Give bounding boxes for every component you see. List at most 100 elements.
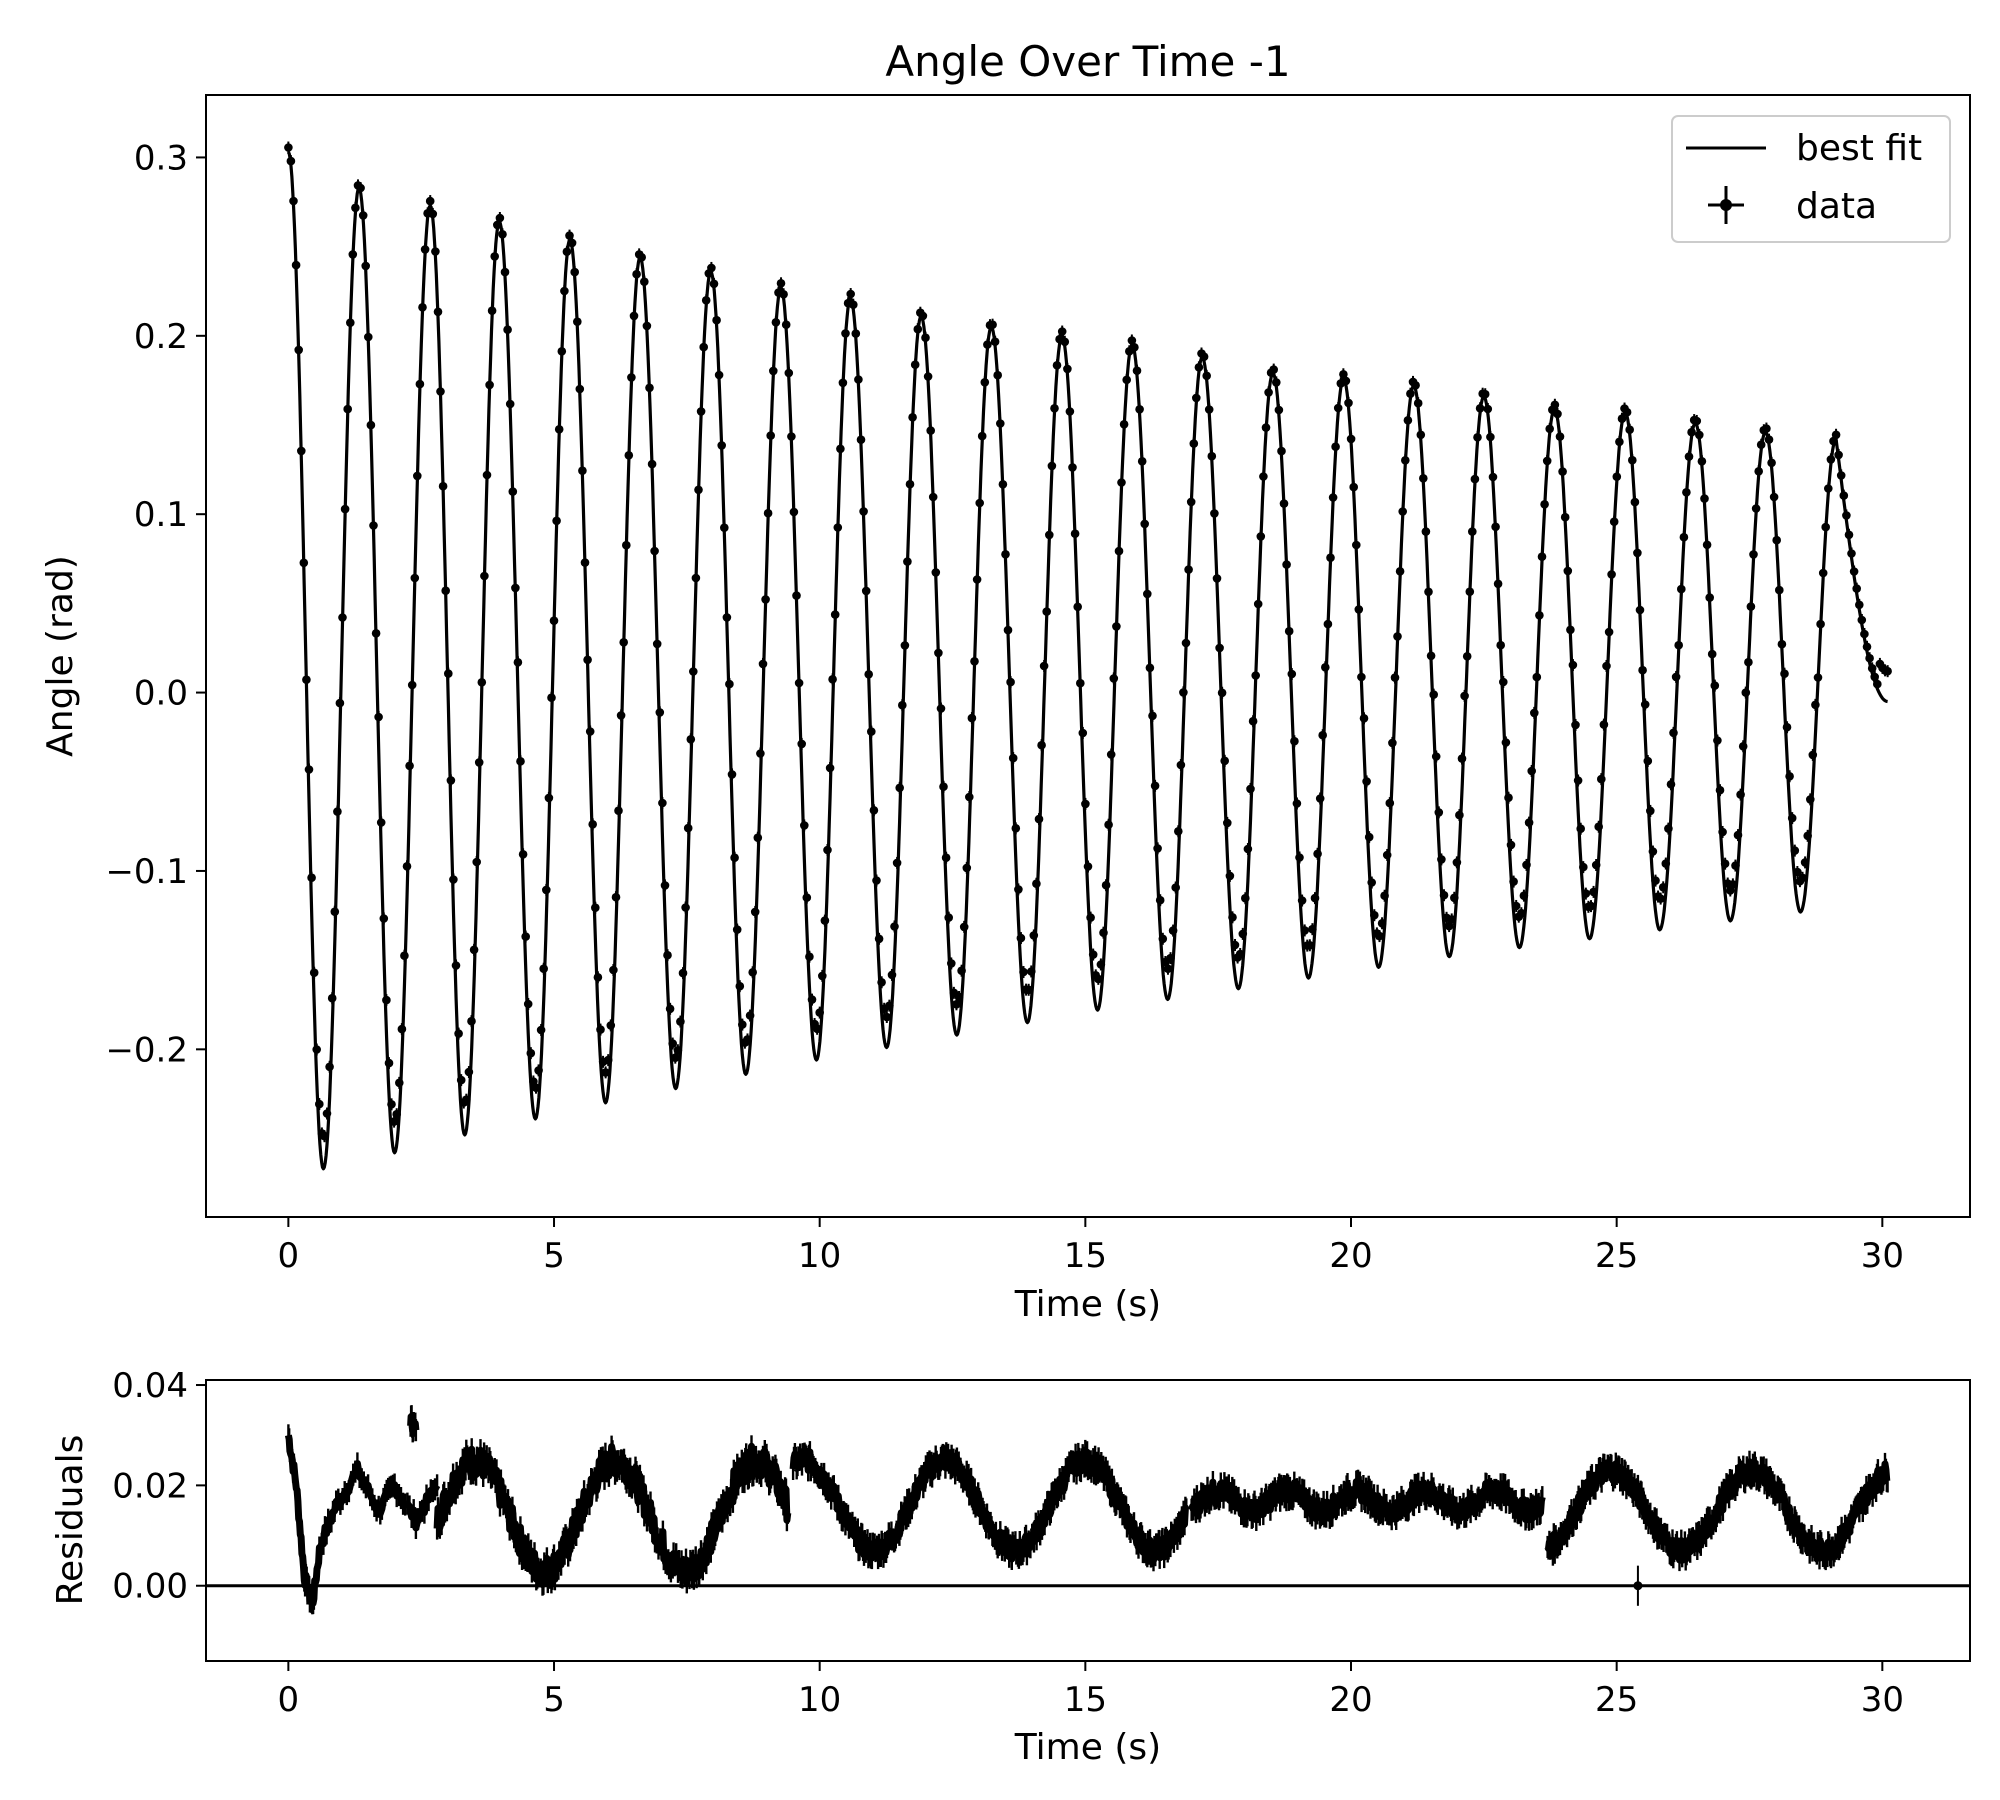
- data-point: [1563, 566, 1573, 576]
- data-point: [521, 932, 530, 941]
- data-point: [1684, 452, 1694, 461]
- data-point: [392, 1109, 402, 1119]
- data-point: [1560, 512, 1570, 522]
- data-point: [482, 470, 492, 480]
- data-point: [1246, 784, 1255, 794]
- data-point: [591, 903, 600, 912]
- data-point: [400, 951, 409, 960]
- data-point: [1470, 474, 1480, 484]
- data-point: [441, 586, 451, 595]
- data-point: [1697, 457, 1707, 466]
- data-point: [333, 807, 342, 816]
- data-point: [1862, 642, 1872, 652]
- data-point: [1114, 546, 1124, 556]
- data-point: [444, 669, 453, 678]
- data-point: [1008, 753, 1018, 763]
- data-point: [547, 693, 556, 702]
- data-point: [1388, 738, 1397, 748]
- data-point: [1042, 607, 1051, 616]
- data-point: [462, 1095, 471, 1104]
- data-point: [340, 504, 350, 514]
- data-point: [658, 798, 667, 808]
- data-point: [410, 573, 420, 583]
- data-point: [1447, 915, 1456, 924]
- data-point: [1171, 883, 1180, 892]
- main-y-tick-label: −0.2: [105, 1030, 188, 1070]
- data-point: [1754, 467, 1763, 476]
- data-point: [1457, 754, 1467, 763]
- data-point: [1558, 467, 1567, 476]
- data-point: [1256, 532, 1266, 541]
- data-point: [570, 267, 579, 277]
- data-point: [1496, 640, 1505, 650]
- residuals-x-tick-label: 5: [543, 1680, 565, 1720]
- main-ticks: 0 5 10 15 20 25 30 −0.2 −0.1 0.0 0.1 0.2 0.3: [105, 138, 1904, 1276]
- data-point: [495, 213, 505, 223]
- residual-outlier-point: [1633, 1581, 1643, 1591]
- data-point: [1537, 552, 1547, 561]
- data-point: [1047, 461, 1057, 471]
- data-point: [343, 404, 353, 414]
- data-point: [511, 583, 520, 593]
- data-point: [1354, 605, 1364, 614]
- data-point: [1060, 337, 1070, 347]
- data-point: [717, 441, 726, 450]
- data-point: [1782, 722, 1792, 732]
- data-point: [1068, 463, 1077, 472]
- data-point: [1622, 407, 1632, 417]
- data-point: [297, 446, 306, 456]
- data-point: [1148, 711, 1157, 721]
- data-point: [1318, 730, 1327, 740]
- data-point: [619, 638, 628, 647]
- data-point: [309, 968, 319, 977]
- data-point: [366, 420, 376, 430]
- data-point: [1669, 728, 1678, 738]
- data-point: [998, 480, 1008, 489]
- data-point: [1357, 672, 1366, 682]
- data-point: [1462, 652, 1472, 661]
- data-point: [1579, 862, 1588, 872]
- data-point: [1163, 964, 1173, 973]
- data-point: [1323, 619, 1333, 629]
- data-point: [425, 196, 435, 206]
- data-point: [1746, 602, 1756, 611]
- data-point: [402, 862, 412, 871]
- data-point: [1029, 931, 1039, 940]
- data-point: [1695, 430, 1704, 440]
- data-point: [1599, 720, 1609, 729]
- data-point: [918, 311, 928, 321]
- data-point: [1589, 887, 1598, 897]
- data-point: [325, 1062, 334, 1072]
- data-point: [1313, 849, 1322, 859]
- data-point: [691, 573, 701, 583]
- data-point: [1800, 858, 1810, 867]
- main-x-tick-label: 10: [798, 1236, 841, 1276]
- data-point: [518, 850, 528, 859]
- data-point: [1150, 781, 1160, 791]
- data-point: [1501, 738, 1511, 747]
- data-point: [446, 776, 456, 785]
- data-point: [624, 451, 634, 460]
- data-point: [720, 523, 729, 532]
- data-point: [833, 523, 843, 532]
- data-point: [1179, 688, 1188, 697]
- data-point: [1137, 457, 1147, 466]
- data-point: [823, 845, 832, 855]
- data-point: [1295, 853, 1304, 862]
- data-point: [1395, 567, 1405, 576]
- data-point: [1321, 663, 1330, 672]
- data-point: [652, 639, 662, 649]
- data-point: [830, 610, 840, 619]
- data-point: [789, 507, 799, 517]
- data-point: [861, 586, 871, 596]
- data-point: [1016, 933, 1026, 943]
- data-point: [1406, 389, 1415, 399]
- data-point: [970, 657, 979, 666]
- data-point: [941, 853, 951, 862]
- data-point: [849, 300, 858, 310]
- data-point: [1076, 678, 1085, 688]
- data-point: [1439, 890, 1449, 900]
- data-point: [730, 853, 739, 862]
- data-point: [534, 1066, 543, 1075]
- data-point: [1101, 880, 1111, 890]
